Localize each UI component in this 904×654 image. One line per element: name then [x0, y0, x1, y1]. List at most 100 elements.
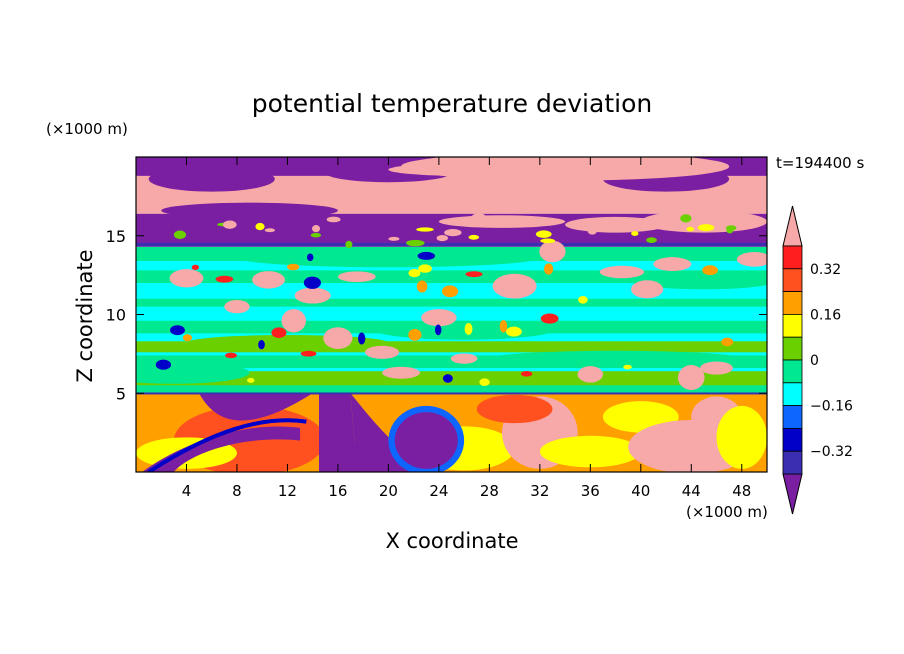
- x-tick-label: 32: [530, 482, 549, 500]
- field-speck: [225, 352, 238, 359]
- y-tick-label: 15: [106, 227, 126, 246]
- colorbar-segment: [782, 405, 803, 429]
- field-speck: [697, 224, 715, 232]
- field-speck: [631, 231, 639, 236]
- field-downdraft: [199, 393, 313, 421]
- field-speck: [408, 269, 421, 278]
- field-speck: [623, 364, 632, 370]
- colorbar-segment: [782, 291, 803, 315]
- field-region: [136, 361, 250, 384]
- field-cloud: [599, 265, 645, 279]
- field-speck: [416, 227, 434, 232]
- field-speck: [312, 225, 321, 233]
- field-stripe: [136, 298, 767, 307]
- colorbar-tick-label: −0.16: [810, 399, 853, 415]
- x-axis-label: X coordinate: [385, 529, 518, 553]
- field-front: [147, 418, 307, 472]
- field-speck: [479, 378, 490, 386]
- field-speck: [464, 323, 473, 335]
- field-speck: [258, 339, 265, 350]
- colorbar-segment: [782, 268, 803, 292]
- x-tick-label: 8: [232, 482, 242, 500]
- colorbar-tick-label: −0.32: [810, 444, 853, 460]
- field-cloud: [365, 345, 400, 359]
- colorbar-tick-label: 0.32: [810, 262, 841, 278]
- field-speck: [416, 280, 428, 293]
- field-speck: [310, 232, 322, 238]
- field-cloud: [492, 273, 537, 299]
- field-cloud: [382, 366, 421, 379]
- field-cloud: [539, 240, 566, 263]
- field-stripe: [136, 341, 767, 353]
- field-speck: [358, 332, 366, 345]
- field-speck: [417, 251, 436, 260]
- field-region: [489, 350, 742, 367]
- x-tick-label: 36: [581, 482, 600, 500]
- x-tick-label: 16: [328, 482, 347, 500]
- plot-area: [136, 157, 767, 472]
- field-cloud: [294, 287, 331, 304]
- y-axis-label: Z coordinate: [73, 249, 97, 382]
- field-cloud: [577, 366, 604, 383]
- x-tick-label: 28: [480, 482, 499, 500]
- field-boundary-eddy: [716, 405, 767, 469]
- y-axis: 5 10 15: [106, 227, 767, 403]
- field-inversion-line: [136, 392, 767, 395]
- field-speck: [686, 226, 694, 232]
- field-speck: [406, 239, 425, 247]
- x-tick-label: 48: [732, 482, 751, 500]
- field-speck: [255, 222, 265, 231]
- field-boundary-eddy: [476, 394, 553, 424]
- colorbar-tick-label: 0.16: [810, 307, 841, 323]
- x-tick-label: 4: [182, 482, 192, 500]
- field-speck: [222, 220, 237, 229]
- field-speck: [326, 216, 341, 223]
- field-speck: [680, 214, 692, 223]
- colorbar: 0.32 0.16 0 −0.16 −0.32: [782, 205, 853, 515]
- field-speck: [540, 313, 559, 324]
- field-cloud: [338, 271, 376, 283]
- field-speck: [471, 213, 486, 221]
- field-cloud: [700, 361, 733, 375]
- x-tick-label: 12: [278, 482, 297, 500]
- field-speck: [465, 271, 483, 278]
- field-region: [375, 320, 553, 340]
- field-speck: [247, 377, 255, 383]
- field-speck: [436, 234, 448, 242]
- colorbar-segment: [782, 359, 803, 384]
- x-tick-label: 40: [631, 482, 650, 500]
- field-stratospheric-region: [148, 166, 275, 192]
- field-cloud: [677, 365, 705, 390]
- field-speck: [191, 264, 200, 271]
- field-speck: [721, 337, 734, 347]
- field-stratospheric-region: [565, 216, 667, 233]
- field-speck: [306, 253, 314, 262]
- field-speck: [520, 371, 533, 377]
- x-axis: 4 8 12 16 20 24 28 32 36 40 44 48: [182, 157, 751, 500]
- field-cloud: [281, 309, 307, 333]
- field-speck: [441, 285, 459, 298]
- field-speck: [287, 263, 300, 271]
- field-stripe: [136, 385, 767, 394]
- y-tick-label: 5: [116, 384, 126, 403]
- field-speck: [499, 320, 508, 333]
- field-cloud: [169, 269, 204, 288]
- y-unit-label: (×1000 m): [46, 120, 128, 138]
- chart-title: potential temperature deviation: [252, 89, 652, 118]
- field-speck: [468, 234, 480, 240]
- field-swirl: [142, 426, 301, 472]
- x-tick-label: 20: [379, 482, 398, 500]
- field-speck: [646, 237, 657, 244]
- field-speck: [544, 263, 554, 275]
- field-speck: [725, 225, 737, 231]
- field-speck: [702, 265, 718, 276]
- field-vortex-core: [394, 412, 458, 469]
- field-speck: [434, 324, 442, 336]
- field-speck: [182, 334, 193, 342]
- field-cloud: [323, 327, 353, 350]
- field-cloud: [630, 280, 664, 299]
- field-speck: [155, 359, 172, 370]
- field-speck: [408, 328, 422, 341]
- field-speck: [587, 227, 597, 235]
